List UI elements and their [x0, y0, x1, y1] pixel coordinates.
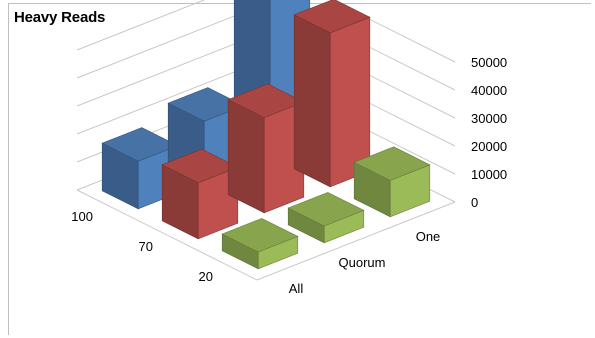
bar-top-face: [287, 192, 365, 227]
labels-layer: 50000 40000 30000 20000 10000 0 All Quorum One 10…: [71, 55, 507, 296]
bar-70-all: [161, 148, 239, 240]
z-tick-label: 10000: [471, 167, 507, 182]
z-tick-label: 50000: [471, 55, 507, 70]
bar-side-face: [293, 14, 331, 188]
z-tick-label: 20000: [471, 139, 507, 154]
bar-top-face: [161, 148, 239, 184]
bar-top-face: [101, 127, 179, 162]
bar-20-one: [353, 146, 431, 218]
x-tick-label: Quorum: [339, 255, 386, 270]
depth-tick-label: 70: [139, 239, 153, 254]
z-tick-label: 0: [471, 195, 478, 210]
bar-top-face: [353, 146, 431, 181]
bar-side-face: [227, 99, 265, 214]
bar-20-quorum: [287, 192, 365, 244]
x-tick-label: All: [289, 281, 304, 296]
bar-20-all: [221, 218, 299, 270]
bars-layer: [101, 0, 431, 270]
bar-70-one: [293, 0, 371, 188]
bar-top-face: [293, 0, 371, 34]
gridline: [76, 0, 456, 91]
bar-top-face: [221, 218, 299, 253]
chart-title: Heavy Reads: [14, 9, 106, 26]
z-tick-label: 30000: [471, 111, 507, 126]
z-tick-label: 40000: [471, 83, 507, 98]
depth-tick-label: 100: [71, 209, 93, 224]
floor-edge: [76, 189, 456, 281]
x-tick-label: One: [416, 229, 441, 244]
gridline: [76, 0, 456, 63]
bar-70-quorum: [227, 83, 305, 214]
bar-top-face: [227, 83, 305, 118]
depth-tick-label: 20: [199, 269, 213, 284]
